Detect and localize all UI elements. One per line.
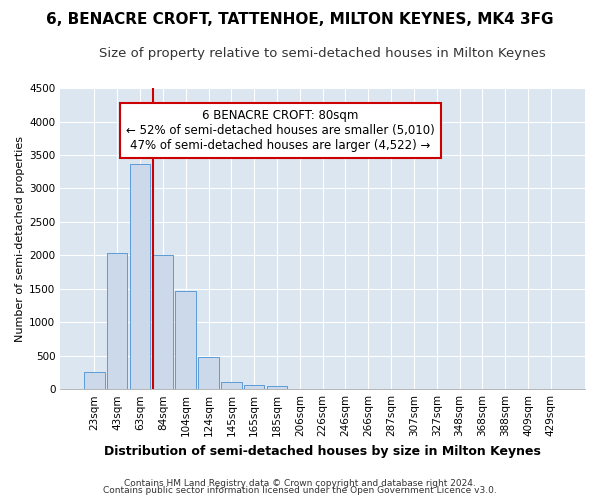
Text: 6, BENACRE CROFT, TATTENHOE, MILTON KEYNES, MK4 3FG: 6, BENACRE CROFT, TATTENHOE, MILTON KEYN…: [46, 12, 554, 28]
Bar: [152, 254, 173, 389]
Bar: [198, 357, 219, 389]
Text: Contains HM Land Registry data © Crown copyright and database right 2024.: Contains HM Land Registry data © Crown c…: [124, 478, 476, 488]
Text: 6 BENACRE CROFT: 80sqm
← 52% of semi-detached houses are smaller (5,010)
47% of : 6 BENACRE CROFT: 80sqm ← 52% of semi-det…: [126, 109, 435, 152]
Bar: [221, 382, 242, 389]
Bar: [107, 254, 127, 389]
Bar: [267, 386, 287, 389]
Bar: [175, 292, 196, 389]
Text: Contains public sector information licensed under the Open Government Licence v3: Contains public sector information licen…: [103, 486, 497, 495]
Bar: [84, 372, 104, 389]
Bar: [244, 385, 265, 389]
Bar: [130, 164, 151, 389]
X-axis label: Distribution of semi-detached houses by size in Milton Keynes: Distribution of semi-detached houses by …: [104, 444, 541, 458]
Title: Size of property relative to semi-detached houses in Milton Keynes: Size of property relative to semi-detach…: [99, 48, 546, 60]
Y-axis label: Number of semi-detached properties: Number of semi-detached properties: [15, 136, 25, 342]
